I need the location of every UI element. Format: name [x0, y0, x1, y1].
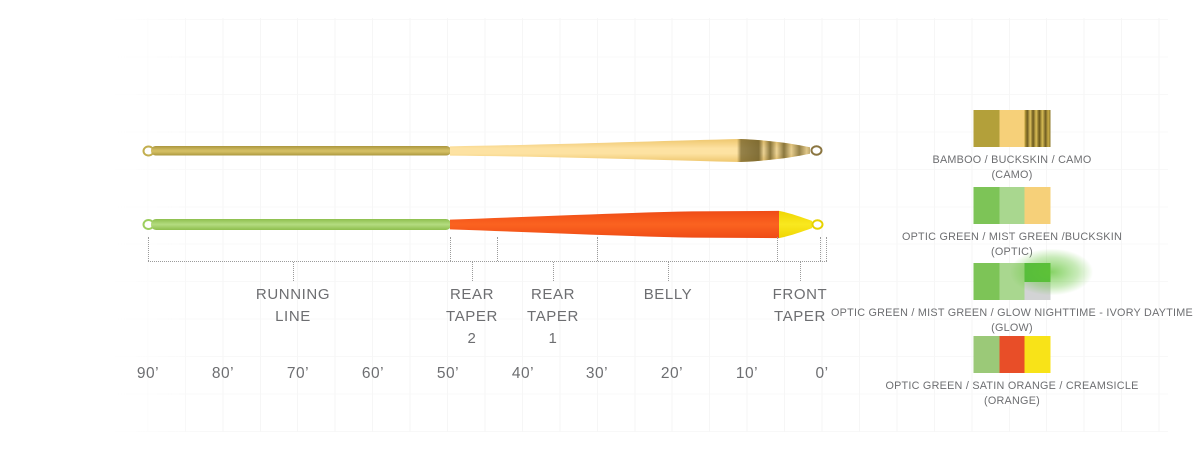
- scale-tick-60: 60’: [361, 365, 385, 382]
- label-leader-rear-taper-2: [472, 262, 473, 281]
- section-label-line: REAR: [530, 286, 576, 303]
- section-bracket: [148, 261, 827, 262]
- colorway-orange-swatches: [973, 336, 1051, 373]
- orange-line-front-loop: [811, 219, 824, 230]
- swatch-ivory-daytime: [1024, 281, 1051, 300]
- swatch-glow-nighttime: [1024, 263, 1051, 282]
- label-leader-rear-taper-1: [553, 262, 554, 281]
- colorway-variant: (CAMO): [991, 169, 1033, 181]
- section-divider-rear-taper-2-end: [497, 237, 498, 261]
- section-label-running-line: RUNNING LINE: [256, 284, 330, 328]
- orange-fly-line: [142, 210, 824, 239]
- scale-tick-90: 90’: [136, 365, 160, 382]
- swatch-buckskin: [1024, 187, 1051, 224]
- colorway-camo-swatches: [973, 110, 1051, 147]
- camo-line-taper-body: [450, 139, 810, 162]
- label-leader-belly: [668, 262, 669, 281]
- swatch-creamsicle: [1024, 336, 1051, 373]
- swatch-optic-green: [973, 187, 1000, 224]
- scale-tick-70: 70’: [286, 365, 310, 382]
- swatch-glow-ivory: [1010, 249, 1093, 300]
- section-label-belly: BELLY: [644, 284, 693, 306]
- section-label-line: TAPER: [446, 308, 498, 325]
- colorway-name: OPTIC GREEN / MIST GREEN /BUCKSKIN: [901, 231, 1123, 243]
- section-label-line: 2: [467, 330, 477, 347]
- section-label-line: LINE: [275, 308, 311, 325]
- section-divider-running-end: [450, 237, 451, 261]
- colorway-variant: (OPTIC): [991, 246, 1033, 258]
- section-divider-90ft: [148, 237, 149, 261]
- colorway-name: BAMBOO / BUCKSKIN / CAMO: [932, 154, 1092, 166]
- orange-line-belly: [450, 210, 779, 239]
- section-divider-belly-end: [777, 237, 778, 261]
- colorway-name: OPTIC GREEN / MIST GREEN / GLOW NIGHTTIM…: [831, 307, 1193, 319]
- section-divider-rear-taper-1-end: [597, 237, 598, 261]
- colorway-variant: (GLOW): [991, 322, 1033, 334]
- camo-fly-line: [142, 139, 823, 162]
- swatch-bamboo: [973, 110, 1000, 147]
- section-label-line: 1: [548, 330, 558, 347]
- section-label-line: FRONT: [772, 286, 828, 303]
- section-label-line: TAPER: [527, 308, 579, 325]
- scale-tick-0: 0’: [815, 365, 829, 382]
- scale-tick-40: 40’: [511, 365, 535, 382]
- orange-line-running-line: [151, 219, 451, 230]
- section-divider-tip: [826, 237, 827, 261]
- scale-tick-30: 30’: [585, 365, 609, 382]
- label-leader-front-taper: [800, 262, 801, 281]
- swatch-mist-green: [999, 263, 1025, 300]
- section-label-rear-taper-2: REAR TAPER 2: [446, 284, 498, 350]
- section-label-line: TAPER: [774, 308, 826, 325]
- section-label-rear-taper-1: REAR TAPER 1: [527, 284, 579, 350]
- section-label-line: RUNNING: [255, 286, 331, 303]
- camo-line-tip-bands: [737, 139, 810, 162]
- swatch-optic-green: [973, 263, 1000, 300]
- camo-line-running-line: [151, 146, 451, 156]
- label-leader-running-line: [293, 262, 294, 281]
- swatch-buckskin: [999, 110, 1025, 147]
- swatch-satin-orange: [999, 336, 1025, 373]
- section-label-front-taper: FRONT TAPER: [773, 284, 828, 328]
- swatch-mist-green: [999, 187, 1025, 224]
- section-divider-front-taper-end: [820, 237, 821, 261]
- colorway-optic-swatches: [973, 187, 1051, 224]
- scale-tick-80: 80’: [211, 365, 235, 382]
- orange-line-front-taper: [779, 210, 812, 239]
- colorway-variant: (ORANGE): [984, 395, 1040, 407]
- swatch-camo: [1024, 110, 1051, 147]
- colorway-glow-swatches: [973, 249, 1093, 300]
- scale-tick-50: 50’: [436, 365, 460, 382]
- swatch-optic-green: [973, 336, 1000, 373]
- scale-tick-10: 10’: [735, 365, 759, 382]
- camo-line-front-loop: [810, 145, 823, 156]
- section-label-line: BELLY: [643, 286, 693, 303]
- section-label-line: REAR: [449, 286, 495, 303]
- scale-tick-20: 20’: [660, 365, 684, 382]
- colorway-name: OPTIC GREEN / SATIN ORANGE / CREAMSICLE: [885, 380, 1139, 392]
